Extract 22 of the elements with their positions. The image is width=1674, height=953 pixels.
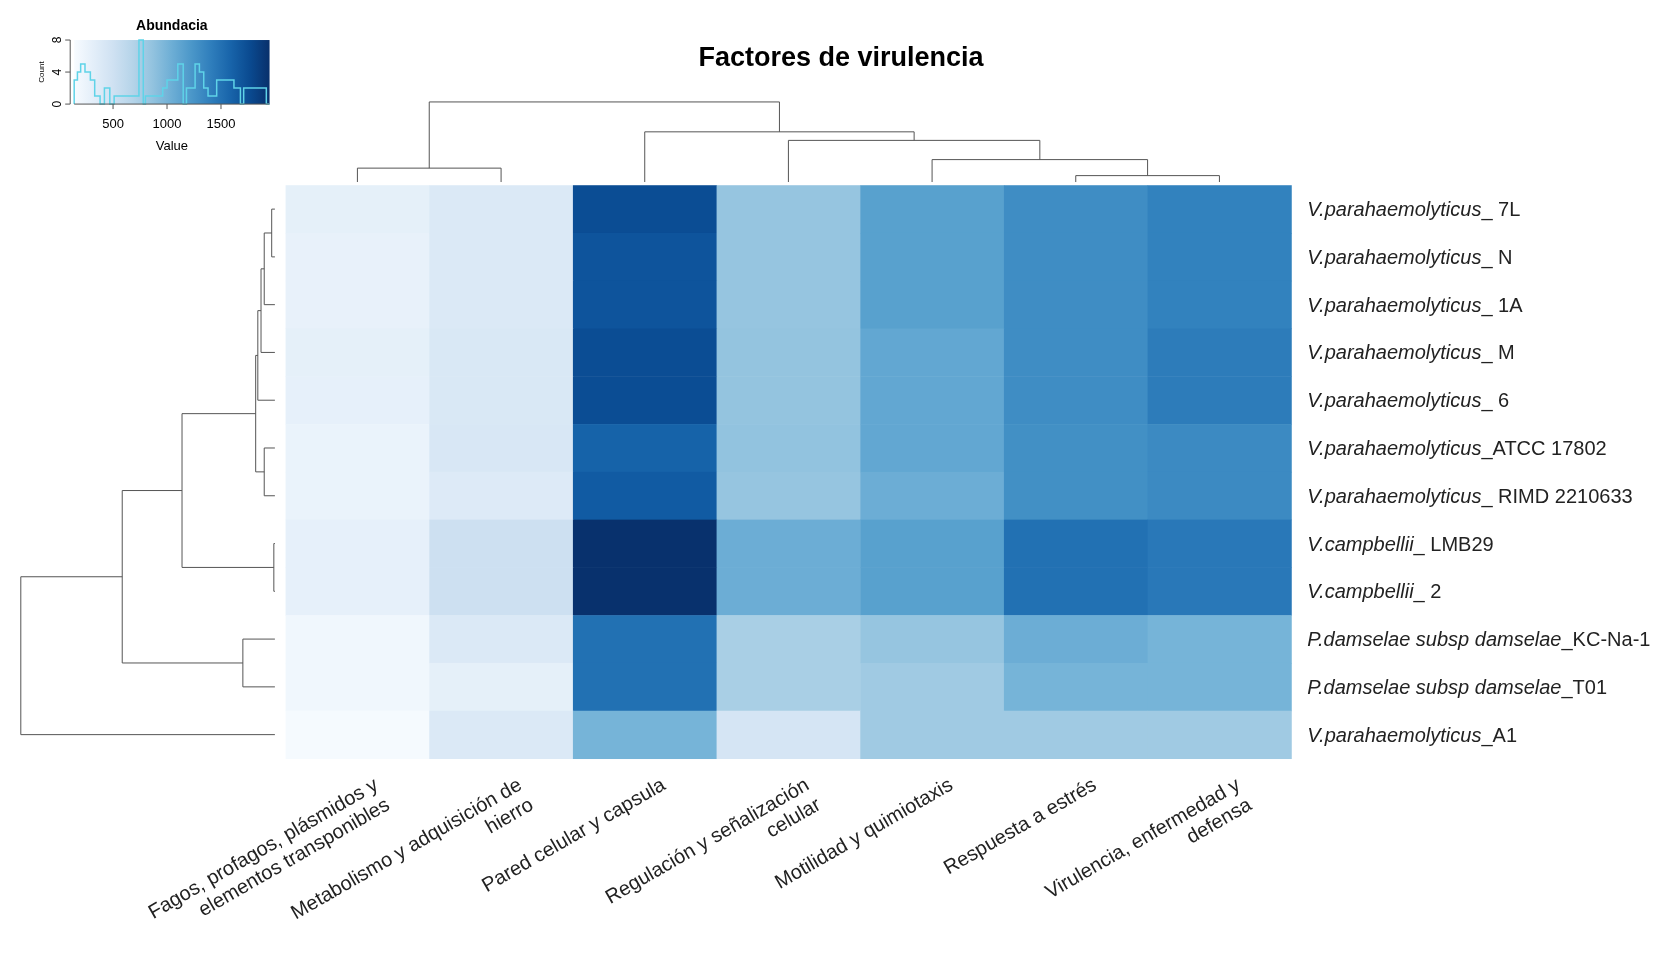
y-tick-label: V.parahaemolyticus_A1 [1307, 723, 1518, 747]
color-bar-label: 1000 [152, 116, 182, 132]
y-tick-label: V.parahaemolyticus_ATCC 17802 [1307, 436, 1607, 460]
y-tick-label: V.parahaemolyticus_ 7L [1307, 198, 1521, 222]
y-tick-label: V.parahaemolyticus_ N [1307, 245, 1513, 269]
y-tick-label: V.parahaemolyticus_ 6 [1307, 389, 1510, 413]
color-bar-title: Value [155, 138, 189, 154]
color-bar-label: 500 [102, 116, 124, 132]
text: 4 [50, 68, 65, 76]
y-tick-label: P.damselae subsp damselae_T01 [1307, 675, 1608, 699]
y-tick-label: V.campbellii_ LMB29 [1307, 532, 1494, 556]
y-tick-label: V.parahaemolyticus_ M [1307, 341, 1515, 365]
y-tick-label: V.campbellii_ 2 [1307, 580, 1442, 604]
y-tick-label: V.parahaemolyticus_ 1A [1307, 293, 1524, 317]
chart-title: Factores de virulencia [698, 42, 985, 73]
text: Count [37, 60, 47, 83]
text: 8 [50, 36, 65, 44]
y-tick-label: P.damselae subsp damselae_KC-Na-1 [1307, 628, 1651, 652]
legend-title: Abundacia [136, 17, 208, 34]
color-bar-label: 1500 [206, 116, 236, 132]
y-tick-label: V.parahaemolyticus_ RIMD 2210633 [1307, 484, 1633, 508]
text: 0 [50, 100, 65, 108]
